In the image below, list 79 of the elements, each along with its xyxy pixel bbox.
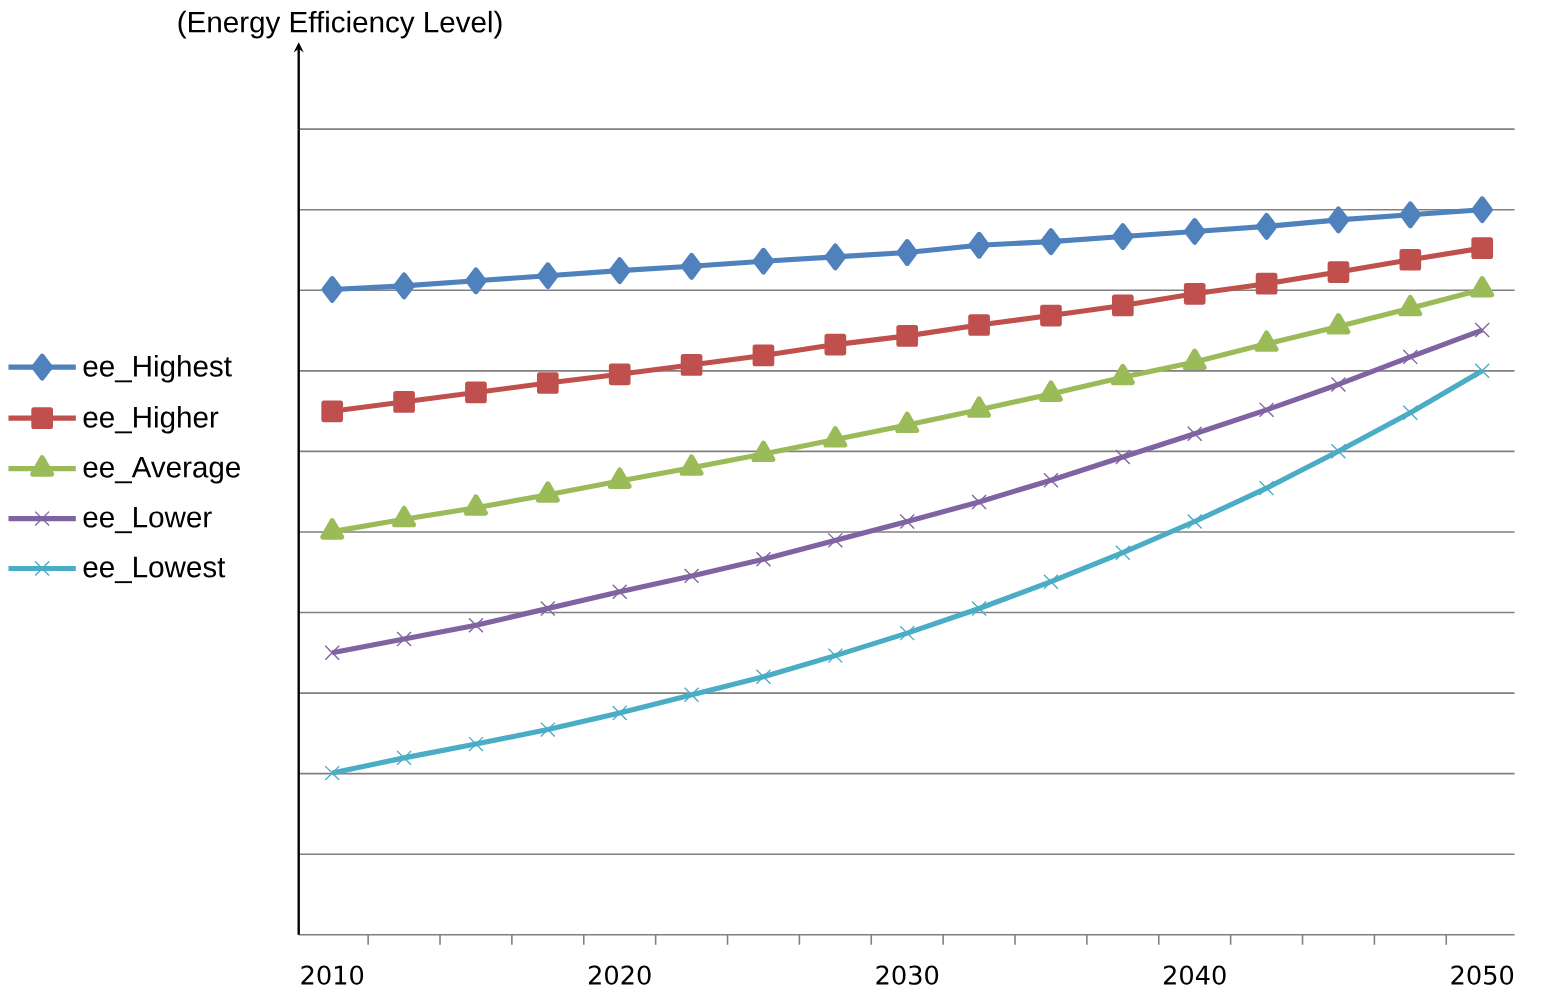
legend-label: ee_Average (83, 457, 240, 484)
point (968, 314, 990, 336)
point (536, 372, 559, 394)
x-tick-label: 2020 (588, 965, 651, 985)
x-tick-label: 2050 (1451, 965, 1514, 985)
point (465, 381, 487, 404)
x-tick-label: 2030 (876, 965, 939, 985)
point (1115, 545, 1131, 561)
point (1402, 405, 1418, 421)
point (1258, 402, 1275, 418)
point (393, 272, 415, 300)
point (1327, 261, 1350, 283)
x-tick-label: 2010 (301, 965, 364, 985)
point (468, 617, 484, 633)
point (1402, 349, 1418, 365)
point (1040, 228, 1062, 256)
point (1474, 322, 1490, 338)
point (752, 247, 775, 275)
point (468, 736, 484, 752)
point (1327, 206, 1350, 234)
point (968, 231, 990, 259)
point (896, 239, 918, 266)
x-tick-label: 2040 (1163, 965, 1226, 985)
point (393, 391, 415, 413)
point (683, 568, 700, 584)
point (324, 765, 340, 781)
point (1043, 472, 1059, 488)
point (683, 687, 700, 703)
point (680, 354, 703, 376)
point (1040, 304, 1062, 327)
point (540, 721, 556, 738)
point (396, 631, 412, 647)
point (755, 669, 772, 685)
point (755, 551, 772, 567)
point (680, 252, 703, 280)
point (1255, 272, 1278, 295)
point (1183, 283, 1206, 305)
point (612, 584, 628, 600)
point (1471, 237, 1494, 260)
point (1184, 218, 1206, 245)
point (537, 262, 559, 290)
point (824, 333, 847, 356)
point (971, 494, 987, 510)
text: (Energy Efficiency Level) (178, 10, 502, 39)
point (321, 400, 344, 423)
point (1399, 201, 1422, 229)
point (1187, 426, 1203, 442)
point (609, 257, 631, 285)
point (752, 344, 775, 367)
point (1115, 449, 1131, 465)
point (1474, 363, 1490, 379)
legend-label: ee_Highest (83, 355, 232, 383)
point (540, 600, 556, 617)
point (1471, 196, 1493, 224)
point (324, 645, 340, 661)
legend-label: ee_Higher (83, 406, 219, 434)
point (465, 267, 487, 295)
point (608, 363, 631, 386)
point (827, 648, 843, 664)
point (824, 243, 847, 271)
point (1187, 513, 1203, 530)
point (1112, 223, 1134, 251)
legend-label: ee_Lowest (83, 556, 226, 584)
point (899, 513, 915, 530)
point (396, 750, 412, 766)
point (971, 600, 987, 617)
point (321, 276, 343, 303)
point (612, 705, 628, 721)
point (899, 625, 915, 641)
legend-label: ee_Lower (83, 507, 212, 534)
point (1043, 574, 1059, 590)
point (1255, 213, 1278, 240)
point (1111, 294, 1134, 317)
point (827, 532, 843, 549)
point (896, 325, 919, 347)
point (1330, 376, 1347, 393)
point (1330, 443, 1347, 459)
point (1399, 248, 1422, 271)
point (1258, 480, 1275, 496)
